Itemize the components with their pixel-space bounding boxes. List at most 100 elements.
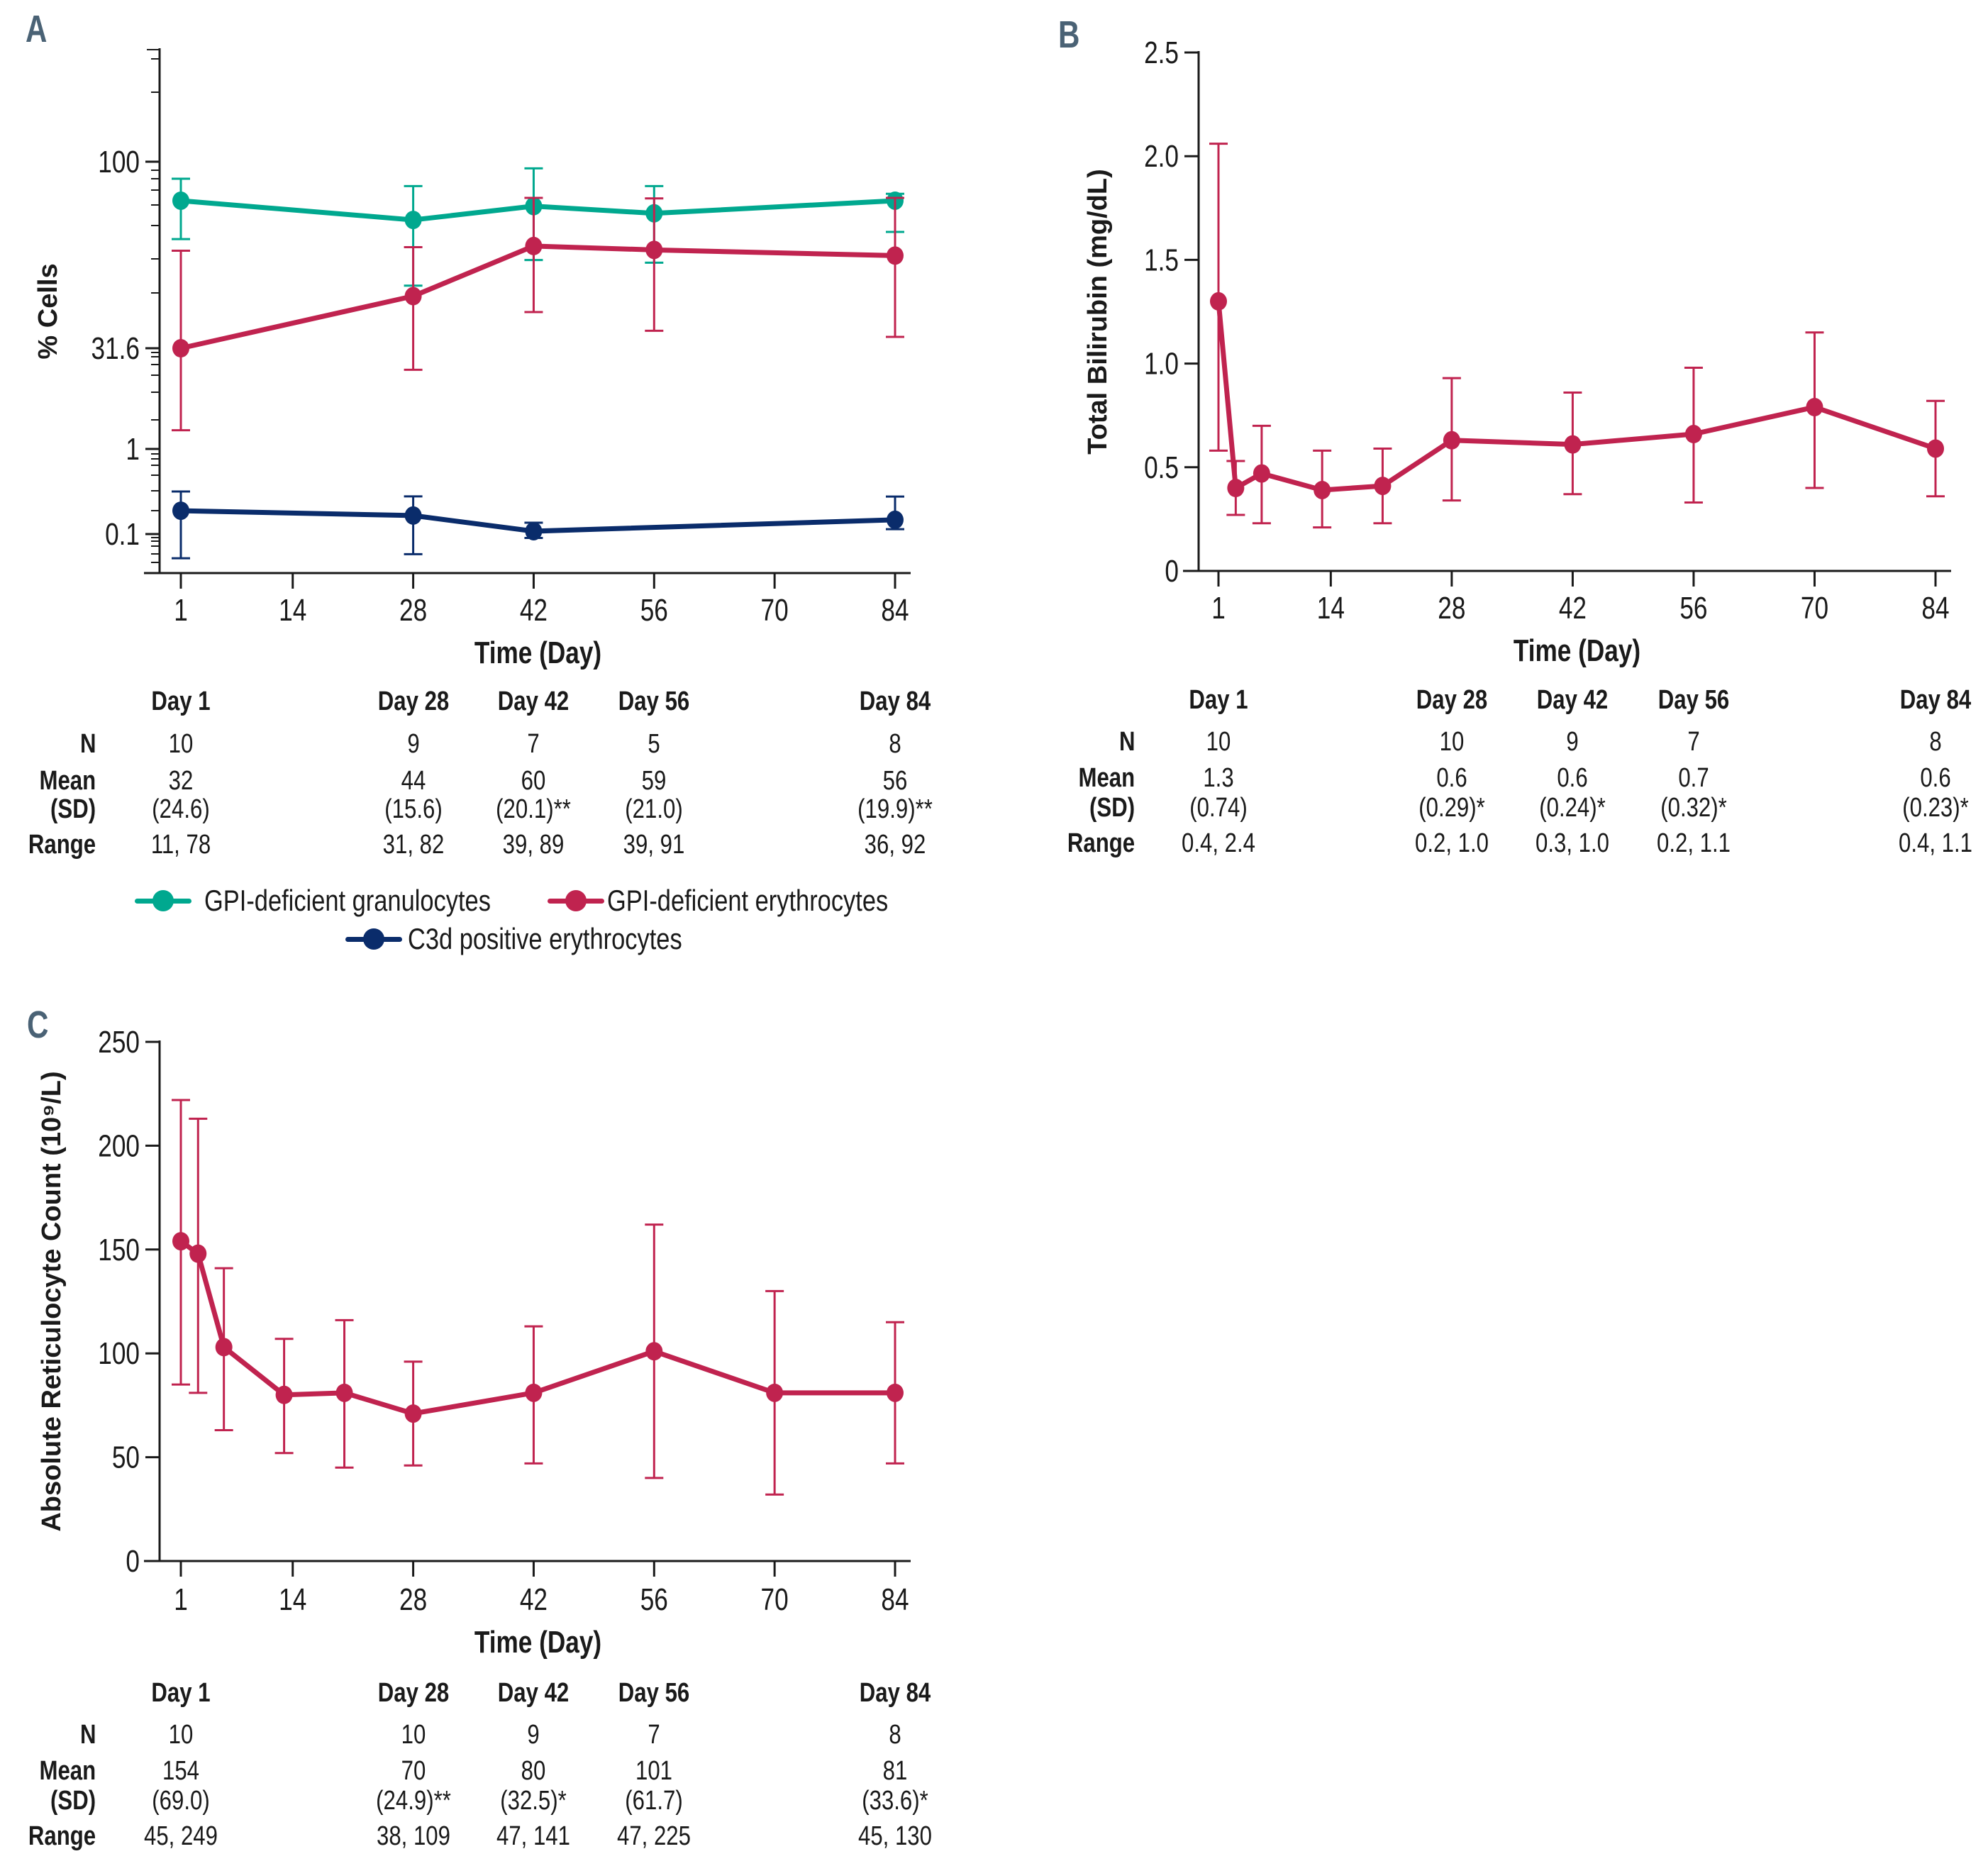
data-point [645, 1342, 663, 1361]
cell-sd: (0.24)* [1539, 793, 1606, 823]
row-label-n: N [1118, 727, 1135, 757]
legend-item-erythrocytes: GPI-deficient erythrocytes [548, 884, 950, 918]
y-tick-label: 100 [98, 1337, 140, 1372]
column-header: Day 28 [377, 1678, 449, 1708]
cell-mean: 44 [401, 766, 426, 796]
column-header: Day 42 [1537, 685, 1609, 715]
legend-label: C3d positive erythrocytes [408, 922, 682, 955]
panel-label-c: C [27, 1004, 49, 1046]
y-tick-label: 0.5 [1144, 450, 1179, 485]
x-tick-label: 14 [1317, 591, 1345, 626]
data-point [172, 191, 189, 210]
data-point [1314, 480, 1331, 499]
cell-mean: 154 [162, 1756, 199, 1786]
cell-mean: 1.3 [1203, 763, 1234, 793]
x-tick-label: 28 [399, 1582, 427, 1617]
y-tick-label: 150 [98, 1233, 140, 1267]
series-line [179, 1239, 895, 1416]
data-point [887, 510, 904, 529]
cell-n: 10 [401, 1720, 426, 1750]
data-point [525, 196, 543, 216]
data-point [172, 339, 189, 357]
cell-range: 0.4, 2.4 [1182, 828, 1255, 858]
data-point [1227, 479, 1245, 498]
cell-range: 45, 249 [144, 1821, 218, 1851]
x-tick-label: 56 [1679, 591, 1707, 626]
cell-range: 0.3, 1.0 [1536, 828, 1610, 858]
x-tick-label: 14 [279, 593, 306, 628]
row-label-sd: (SD) [50, 794, 96, 824]
x-axis-label: Time (Day) [474, 635, 601, 670]
x-tick-label: 14 [279, 1582, 306, 1617]
cell-sd: (24.9)** [375, 1786, 451, 1816]
cell-n: 7 [648, 1720, 660, 1750]
cell-range: 31, 82 [382, 830, 444, 860]
column-header: Day 56 [1657, 685, 1730, 715]
x-tick-label: 28 [399, 593, 427, 628]
cell-mean: 101 [635, 1756, 673, 1786]
series-gpi-deficient-granulocytes [172, 167, 904, 287]
chart-c [144, 1040, 911, 1577]
row-label-sd: (SD) [1089, 793, 1135, 823]
y-tick-label: 250 [98, 1025, 140, 1060]
x-tick-label: 1 [1211, 591, 1226, 626]
cell-sd: (15.6) [384, 794, 443, 824]
y-tick-label: 2.0 [1144, 140, 1179, 174]
series-c3d-positive-erythrocytes [172, 490, 904, 560]
data-point [1927, 439, 1944, 458]
data-point [1253, 464, 1270, 483]
y-tick-label: 0.1 [105, 517, 140, 552]
data-point [645, 240, 663, 260]
x-tick-label: 1 [174, 593, 188, 628]
cell-range: 36, 92 [864, 830, 926, 860]
cell-mean: 0.7 [1678, 763, 1709, 793]
y-tick-label: 2.5 [1144, 35, 1179, 70]
series-line [180, 243, 896, 351]
cell-n: 8 [1929, 727, 1942, 757]
column-header: Day 1 [151, 1678, 211, 1708]
cell-n: 10 [168, 1720, 194, 1750]
cell-range: 0.4, 1.1 [1899, 828, 1972, 858]
series-absolute-reticulocyte-count [172, 1099, 904, 1496]
cell-mean: 81 [882, 1756, 908, 1786]
y-tick-label: 200 [98, 1129, 140, 1164]
data-point [645, 204, 663, 223]
x-tick-label: 84 [881, 593, 909, 628]
legend-label: GPI-deficient erythrocytes [607, 884, 889, 917]
data-point [404, 1404, 422, 1423]
cell-n: 10 [1439, 727, 1465, 757]
y-axis-label: Total Bilirubin (mg/dL) [1083, 169, 1113, 454]
data-point [1374, 477, 1392, 496]
column-header: Day 42 [498, 1678, 570, 1708]
cell-sd: (0.32)* [1660, 793, 1727, 823]
data-point [172, 501, 189, 521]
panel-label-b: B [1058, 13, 1080, 56]
column-header: Day 28 [377, 687, 449, 716]
column-header: Day 56 [618, 1678, 690, 1708]
cell-sd: (32.5)* [500, 1786, 567, 1816]
cell-n: 9 [1566, 727, 1579, 757]
column-header: Day 84 [859, 687, 931, 716]
x-tick-label: 28 [1438, 591, 1465, 626]
row-label-mean: Mean [39, 1756, 96, 1786]
y-tick-label: 50 [112, 1440, 140, 1475]
data-point [189, 1244, 207, 1263]
cell-mean: 32 [168, 766, 194, 796]
x-tick-label: 42 [520, 1582, 548, 1617]
chart-b [1183, 51, 1951, 587]
data-point [525, 236, 543, 255]
x-tick-label: 56 [640, 1582, 668, 1617]
column-header: Day 56 [618, 687, 690, 716]
row-label-n: N [79, 729, 96, 759]
row-label-mean: Mean [39, 766, 96, 796]
data-point [215, 1338, 233, 1357]
data-point [172, 1232, 189, 1251]
data-point [1564, 435, 1582, 454]
y-tick-label: 31.6 [91, 331, 140, 366]
data-point [1443, 431, 1460, 450]
legend-item-granulocytes: GPI-deficient granulocytes [135, 884, 554, 918]
data-point [887, 1383, 904, 1402]
cell-sd: (0.29)* [1418, 793, 1485, 823]
x-tick-label: 84 [1921, 591, 1949, 626]
cell-mean: 0.6 [1557, 763, 1589, 793]
